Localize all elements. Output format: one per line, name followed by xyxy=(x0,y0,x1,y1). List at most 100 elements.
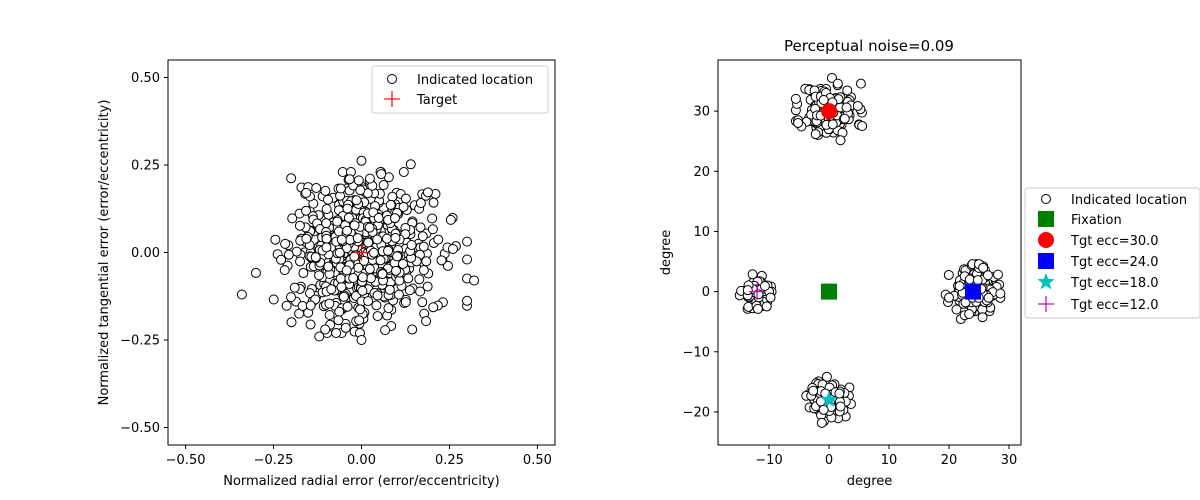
data-point xyxy=(973,276,982,285)
data-point xyxy=(811,130,820,139)
data-point xyxy=(419,242,428,251)
data-point xyxy=(853,101,862,110)
data-point xyxy=(470,276,479,285)
data-point xyxy=(353,234,362,243)
data-point xyxy=(287,318,296,327)
data-point xyxy=(393,252,402,261)
legend-label-indicated-location-right: Indicated location xyxy=(1071,193,1187,208)
data-point xyxy=(357,336,366,345)
data-point xyxy=(287,293,296,302)
data-point xyxy=(379,181,388,190)
data-point xyxy=(341,323,350,332)
y-tick-label: −0.25 xyxy=(120,334,160,349)
data-point xyxy=(335,248,344,257)
data-point xyxy=(322,205,331,214)
data-point xyxy=(287,174,296,183)
data-point xyxy=(415,275,424,284)
data-point xyxy=(338,168,347,177)
data-point xyxy=(419,266,428,275)
right-legend: Indicated location Fixation Tgt ecc=30.0… xyxy=(1025,188,1200,318)
data-point xyxy=(336,184,345,193)
data-point xyxy=(325,310,334,319)
data-point xyxy=(856,79,865,88)
data-point xyxy=(840,114,849,123)
data-point xyxy=(753,304,762,313)
x-tick-label: 30 xyxy=(1001,453,1018,468)
y-tick-label: 30 xyxy=(693,105,710,120)
y-tick-label: −20 xyxy=(683,405,710,420)
data-point xyxy=(422,257,431,266)
y-tick-label: 0.50 xyxy=(131,71,160,86)
data-point xyxy=(965,309,974,318)
data-point xyxy=(373,312,382,321)
data-point xyxy=(296,257,305,266)
data-point xyxy=(277,255,286,264)
data-point xyxy=(743,286,752,295)
legend-marker-indicated-location-right xyxy=(1042,195,1051,204)
data-point xyxy=(366,274,375,283)
marker-tgt-ecc-24-0 xyxy=(965,284,981,300)
marker-fixation xyxy=(821,284,837,300)
data-point xyxy=(365,265,374,274)
data-point xyxy=(401,194,410,203)
data-point xyxy=(377,170,386,179)
data-point xyxy=(384,246,393,255)
data-point xyxy=(322,219,331,228)
data-point xyxy=(372,301,381,310)
data-point xyxy=(312,183,321,192)
data-point xyxy=(325,299,334,308)
data-point xyxy=(327,285,336,294)
data-point xyxy=(384,304,393,313)
panel-normalized-error: −0.50 −0.25 0.00 0.25 0.50 −0.50 −0.25 0.00 0.2… xyxy=(97,60,555,489)
data-point xyxy=(858,122,867,131)
legend-marker-indicated-location xyxy=(388,75,397,84)
data-point xyxy=(429,303,438,312)
data-point xyxy=(345,175,354,184)
data-point xyxy=(302,206,311,215)
data-point xyxy=(835,389,844,398)
data-point xyxy=(388,192,397,201)
data-point xyxy=(352,196,361,205)
data-point xyxy=(817,418,826,427)
data-point xyxy=(374,213,383,222)
data-point xyxy=(406,160,415,169)
data-point xyxy=(836,136,845,145)
data-point xyxy=(398,259,407,268)
data-point xyxy=(378,270,387,279)
data-point xyxy=(386,200,395,209)
right-chart-title: Perceptual noise=0.09 xyxy=(784,37,954,55)
data-point xyxy=(290,283,299,292)
legend-label-tgt-ecc-12: Tgt ecc=12.0 xyxy=(1070,298,1159,313)
left-plot-area xyxy=(237,156,478,344)
data-point xyxy=(428,225,437,234)
data-point xyxy=(324,195,333,204)
data-point xyxy=(448,245,457,254)
data-point xyxy=(356,305,365,314)
data-point xyxy=(322,243,331,252)
data-point xyxy=(280,266,289,275)
data-point xyxy=(334,316,343,325)
y-tick-label: 10 xyxy=(693,225,710,240)
marker-tgt-ecc-30-0 xyxy=(821,103,837,119)
data-point xyxy=(349,274,358,283)
data-point xyxy=(428,214,437,223)
right-plot-area xyxy=(735,73,1005,427)
data-point xyxy=(355,316,364,325)
data-point xyxy=(315,271,324,280)
left-y-ticks: −0.50−0.250.000.250.50 xyxy=(120,71,168,436)
data-point xyxy=(354,176,363,185)
legend-label-tgt-ecc-24: Tgt ecc=24.0 xyxy=(1070,255,1159,270)
data-point xyxy=(385,285,394,294)
data-point xyxy=(315,332,324,341)
data-point xyxy=(984,293,993,302)
data-point xyxy=(306,320,315,329)
data-point xyxy=(339,292,348,301)
data-point xyxy=(791,94,800,103)
data-point xyxy=(373,291,382,300)
x-tick-label: 0.00 xyxy=(347,453,376,468)
data-point xyxy=(311,253,320,262)
legend-label-target: Target xyxy=(416,93,457,108)
data-point xyxy=(343,302,352,311)
data-point xyxy=(418,298,427,307)
